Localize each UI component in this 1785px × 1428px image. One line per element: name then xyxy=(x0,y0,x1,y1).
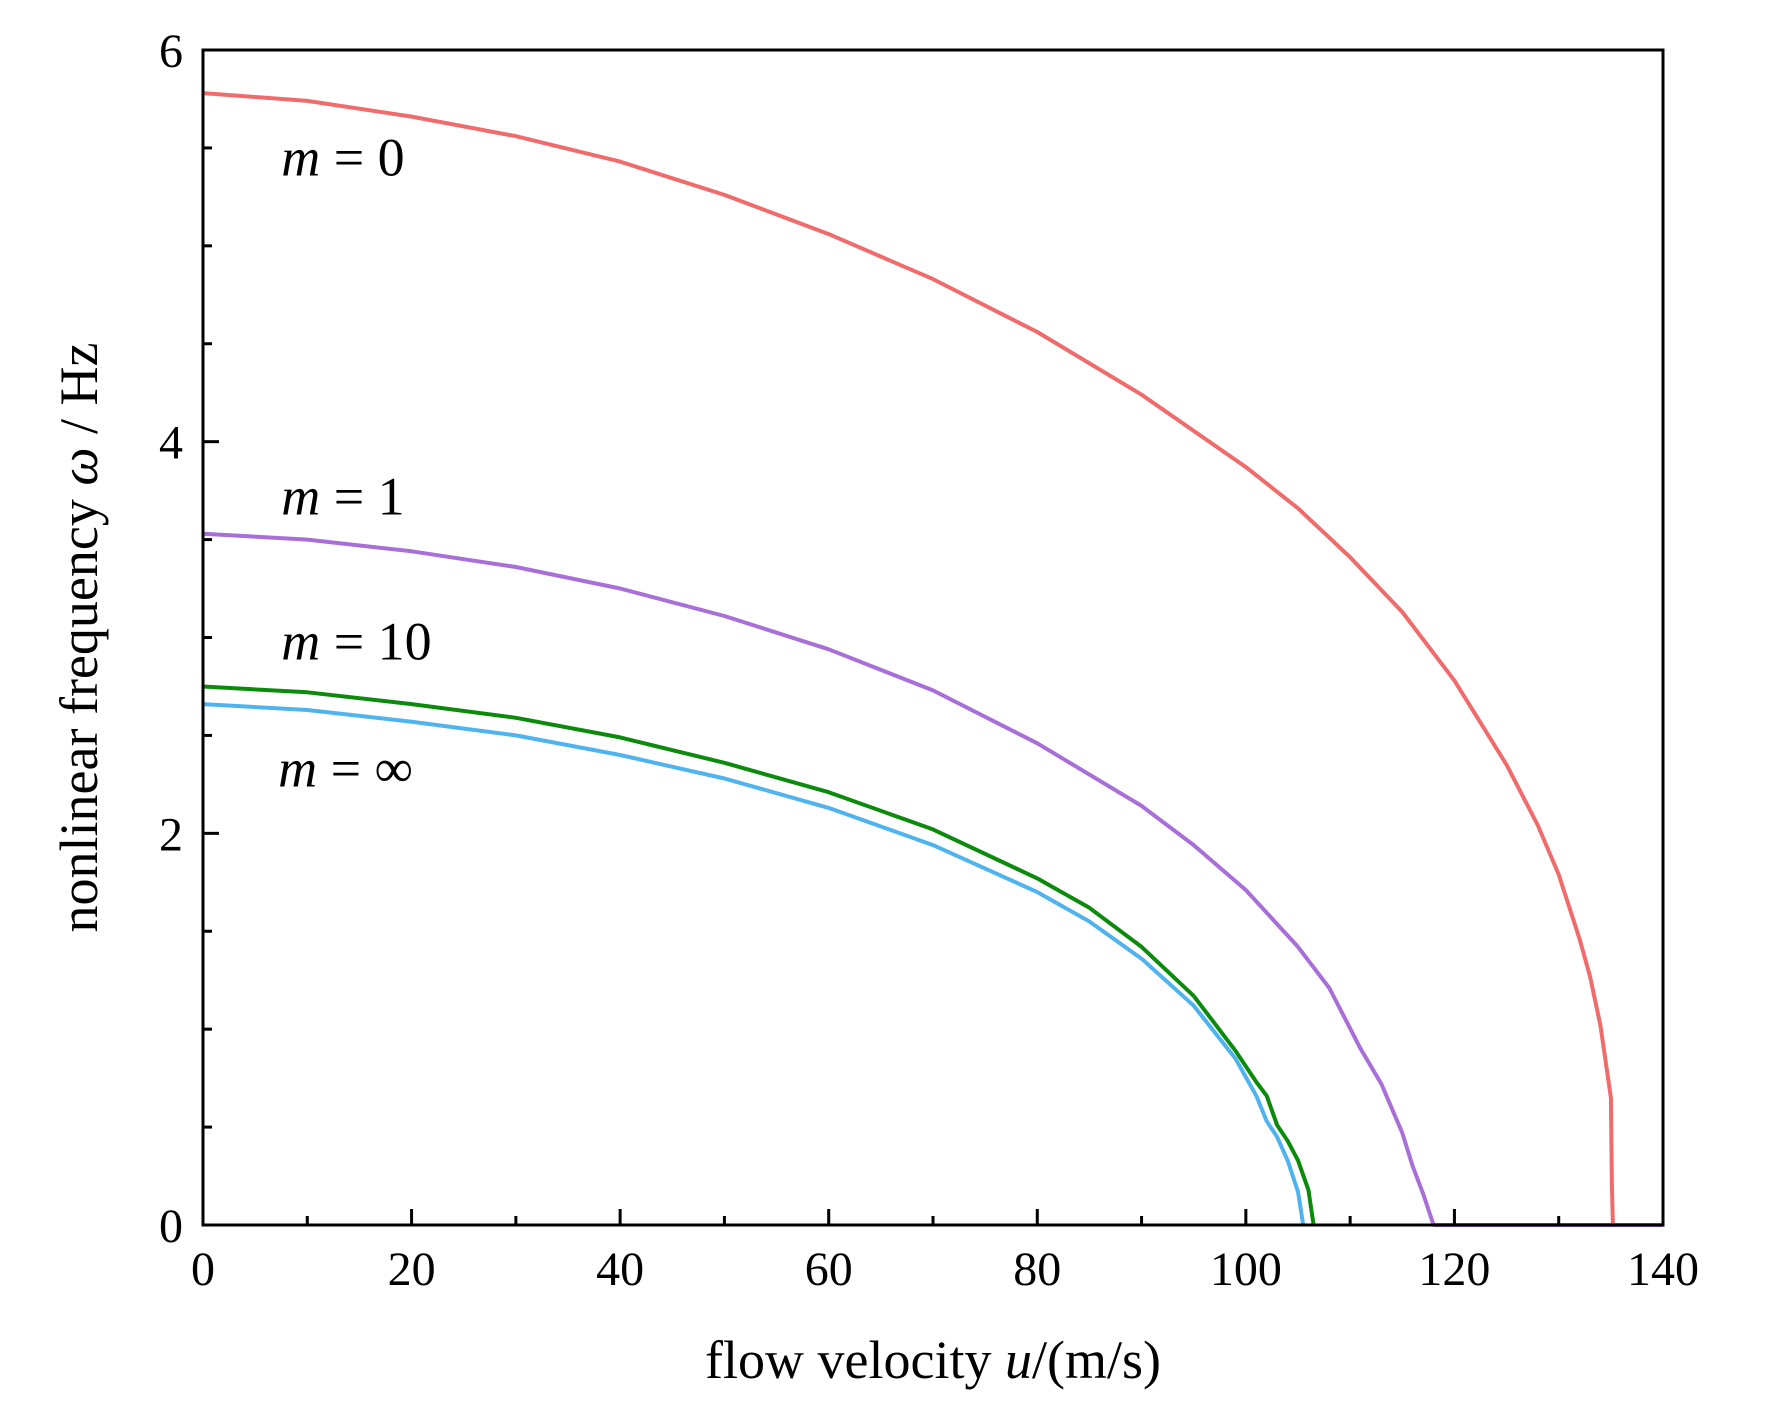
y-tick-label: 0 xyxy=(159,1200,183,1253)
series-label-3: m = ∞ xyxy=(278,739,413,799)
x-axis-title: flow velocity u/(m/s) xyxy=(705,1330,1161,1390)
labels-layer: 0 20 40 60 80 100 120 140 0 2 4 6 m = 0 m = 1 m = 10 m … xyxy=(159,25,1699,1296)
x-tick-label: 80 xyxy=(1013,1243,1061,1296)
series-label-2: m = 10 xyxy=(281,611,431,671)
series-layer xyxy=(202,91,1663,1227)
x-tick-label: 40 xyxy=(596,1243,644,1296)
x-tick-label: 100 xyxy=(1210,1243,1282,1296)
x-tick-label: 60 xyxy=(805,1243,853,1296)
x-tick-label: 120 xyxy=(1418,1243,1490,1296)
series-line-0 xyxy=(202,91,1615,1226)
series-line-2 xyxy=(202,684,1316,1226)
series-label-1: m = 1 xyxy=(281,467,404,527)
y-axis-title: nonlinear frequency ω / Hz xyxy=(49,343,109,933)
ticks-layer xyxy=(201,48,1665,1227)
x-tick-label: 140 xyxy=(1627,1243,1699,1296)
series-line-3 xyxy=(202,702,1306,1226)
y-tick-label: 4 xyxy=(159,417,183,470)
y-tick-label: 2 xyxy=(159,808,183,861)
x-tick-label: 20 xyxy=(388,1243,436,1296)
series-line-1 xyxy=(202,531,1663,1227)
y-tick-label: 6 xyxy=(159,25,183,78)
x-tick-label: 0 xyxy=(191,1243,215,1296)
series-label-0: m = 0 xyxy=(281,128,404,188)
